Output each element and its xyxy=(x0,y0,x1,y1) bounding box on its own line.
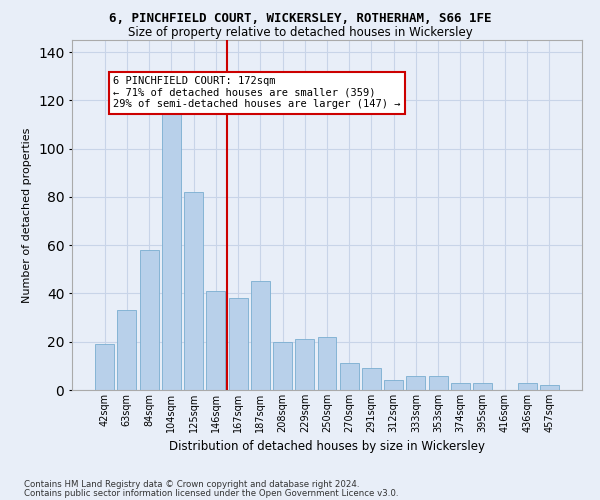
Bar xyxy=(362,368,381,390)
Bar xyxy=(473,383,492,390)
Text: 6, PINCHFIELD COURT, WICKERSLEY, ROTHERHAM, S66 1FE: 6, PINCHFIELD COURT, WICKERSLEY, ROTHERH… xyxy=(109,12,491,26)
Bar xyxy=(518,383,536,390)
Text: Contains HM Land Registry data © Crown copyright and database right 2024.: Contains HM Land Registry data © Crown c… xyxy=(24,480,359,489)
Bar xyxy=(340,364,359,390)
Bar xyxy=(273,342,292,390)
Bar xyxy=(251,282,270,390)
Bar xyxy=(451,383,470,390)
Bar xyxy=(140,250,158,390)
Bar xyxy=(162,105,181,390)
Bar xyxy=(229,298,248,390)
Text: 6 PINCHFIELD COURT: 172sqm
← 71% of detached houses are smaller (359)
29% of sem: 6 PINCHFIELD COURT: 172sqm ← 71% of deta… xyxy=(113,76,401,110)
Bar xyxy=(295,340,314,390)
Bar xyxy=(206,291,225,390)
Bar xyxy=(384,380,403,390)
Y-axis label: Number of detached properties: Number of detached properties xyxy=(22,128,32,302)
Bar xyxy=(317,337,337,390)
Bar xyxy=(95,344,114,390)
Bar xyxy=(429,376,448,390)
Bar xyxy=(406,376,425,390)
Bar xyxy=(540,385,559,390)
X-axis label: Distribution of detached houses by size in Wickersley: Distribution of detached houses by size … xyxy=(169,440,485,454)
Bar xyxy=(184,192,203,390)
Bar xyxy=(118,310,136,390)
Text: Contains public sector information licensed under the Open Government Licence v3: Contains public sector information licen… xyxy=(24,489,398,498)
Text: Size of property relative to detached houses in Wickersley: Size of property relative to detached ho… xyxy=(128,26,472,39)
